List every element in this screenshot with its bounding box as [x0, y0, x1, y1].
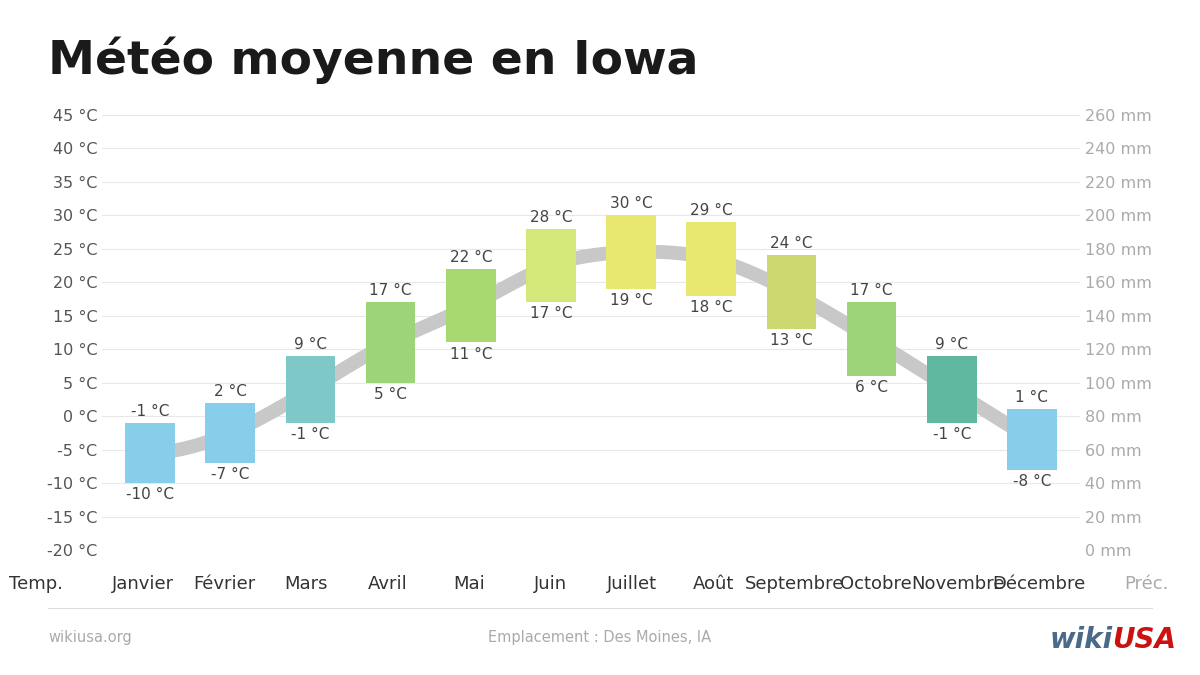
Bar: [767, 255, 816, 329]
Bar: [606, 215, 656, 289]
Text: Octobre: Octobre: [840, 575, 912, 593]
Text: Juillet: Juillet: [607, 575, 656, 593]
Bar: [366, 302, 415, 383]
Text: 17 °C: 17 °C: [851, 284, 893, 298]
Text: Novembre: Novembre: [911, 575, 1004, 593]
Text: 13 °C: 13 °C: [770, 333, 812, 348]
Text: Février: Février: [193, 575, 256, 593]
Text: 18 °C: 18 °C: [690, 300, 732, 315]
Bar: [526, 229, 576, 302]
Text: -1 °C: -1 °C: [932, 427, 971, 442]
Text: 28 °C: 28 °C: [529, 210, 572, 225]
Text: 17 °C: 17 °C: [529, 306, 572, 321]
Bar: [205, 403, 256, 463]
Text: Juin: Juin: [534, 575, 566, 593]
Text: 17 °C: 17 °C: [370, 284, 412, 298]
Text: 2 °C: 2 °C: [214, 384, 247, 399]
Bar: [686, 222, 736, 296]
Text: Temp.: Temp.: [10, 575, 64, 593]
Text: -7 °C: -7 °C: [211, 467, 250, 482]
Text: 24 °C: 24 °C: [770, 236, 812, 251]
Text: Emplacement : Des Moines, IA: Emplacement : Des Moines, IA: [488, 630, 712, 645]
Text: 30 °C: 30 °C: [610, 196, 653, 211]
Text: 29 °C: 29 °C: [690, 203, 732, 218]
Text: -10 °C: -10 °C: [126, 487, 174, 502]
Text: Décembre: Décembre: [992, 575, 1086, 593]
Text: 11 °C: 11 °C: [450, 346, 492, 362]
Text: Préc.: Préc.: [1124, 575, 1168, 593]
Bar: [286, 356, 335, 423]
Text: Avril: Avril: [367, 575, 407, 593]
Text: Janvier: Janvier: [112, 575, 174, 593]
Text: USA: USA: [1112, 626, 1176, 654]
Text: Mai: Mai: [452, 575, 485, 593]
Text: -1 °C: -1 °C: [131, 404, 169, 419]
Text: 6 °C: 6 °C: [856, 380, 888, 395]
Text: Mars: Mars: [284, 575, 328, 593]
Text: Août: Août: [692, 575, 734, 593]
Text: 5 °C: 5 °C: [374, 387, 407, 402]
Text: -8 °C: -8 °C: [1013, 474, 1051, 489]
Bar: [446, 269, 496, 342]
Text: 9 °C: 9 °C: [294, 337, 326, 352]
Text: Septembre: Septembre: [745, 575, 845, 593]
Bar: [1007, 410, 1057, 470]
Text: 1 °C: 1 °C: [1015, 390, 1049, 406]
Text: wiki: wiki: [1050, 626, 1114, 654]
Text: 22 °C: 22 °C: [450, 250, 492, 265]
Text: 19 °C: 19 °C: [610, 293, 653, 308]
Bar: [926, 356, 977, 423]
Bar: [847, 302, 896, 376]
Text: Météo moyenne en Iowa: Météo moyenne en Iowa: [48, 37, 698, 84]
Text: 9 °C: 9 °C: [935, 337, 968, 352]
Bar: [125, 423, 175, 483]
Text: wikiusa.org: wikiusa.org: [48, 630, 132, 645]
Text: -1 °C: -1 °C: [292, 427, 330, 442]
